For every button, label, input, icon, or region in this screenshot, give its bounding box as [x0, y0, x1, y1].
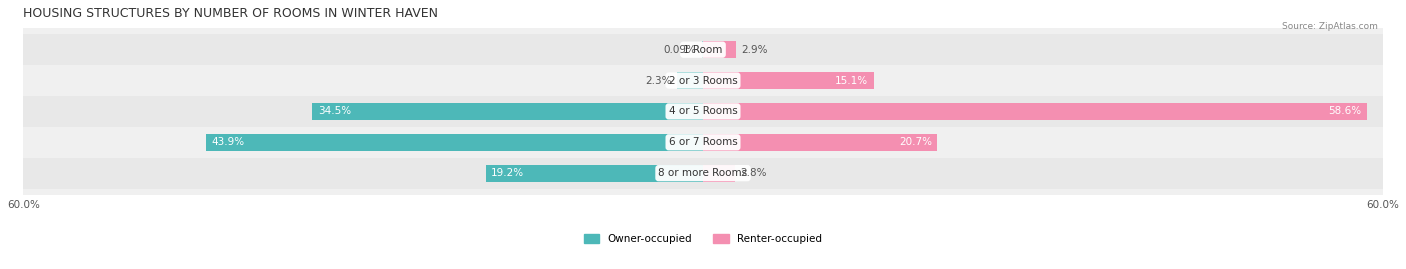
Text: Source: ZipAtlas.com: Source: ZipAtlas.com [1282, 22, 1378, 30]
Text: HOUSING STRUCTURES BY NUMBER OF ROOMS IN WINTER HAVEN: HOUSING STRUCTURES BY NUMBER OF ROOMS IN… [24, 7, 439, 20]
Bar [703, 72, 875, 89]
Text: 2.3%: 2.3% [645, 76, 671, 86]
Bar [676, 72, 703, 89]
Bar [485, 165, 703, 182]
Bar [703, 103, 1367, 120]
Text: 1 Room: 1 Room [683, 45, 723, 55]
Text: 19.2%: 19.2% [491, 168, 524, 178]
Text: 2.9%: 2.9% [741, 45, 768, 55]
Text: 20.7%: 20.7% [898, 137, 932, 147]
Bar [24, 127, 1382, 158]
Legend: Owner-occupied, Renter-occupied: Owner-occupied, Renter-occupied [579, 229, 827, 248]
Bar [24, 96, 1382, 127]
Bar [205, 134, 703, 151]
Text: 34.5%: 34.5% [318, 107, 352, 116]
Bar [703, 165, 735, 182]
Bar [24, 34, 1382, 65]
Text: 58.6%: 58.6% [1329, 107, 1361, 116]
Bar [703, 134, 938, 151]
Text: 43.9%: 43.9% [211, 137, 245, 147]
Text: 4 or 5 Rooms: 4 or 5 Rooms [669, 107, 737, 116]
Text: 2.8%: 2.8% [741, 168, 766, 178]
Bar [312, 103, 703, 120]
Bar [24, 158, 1382, 189]
Text: 0.09%: 0.09% [664, 45, 696, 55]
Text: 15.1%: 15.1% [835, 76, 869, 86]
Bar [703, 41, 735, 58]
Text: 6 or 7 Rooms: 6 or 7 Rooms [669, 137, 737, 147]
Text: 8 or more Rooms: 8 or more Rooms [658, 168, 748, 178]
Text: 2 or 3 Rooms: 2 or 3 Rooms [669, 76, 737, 86]
Bar [24, 65, 1382, 96]
